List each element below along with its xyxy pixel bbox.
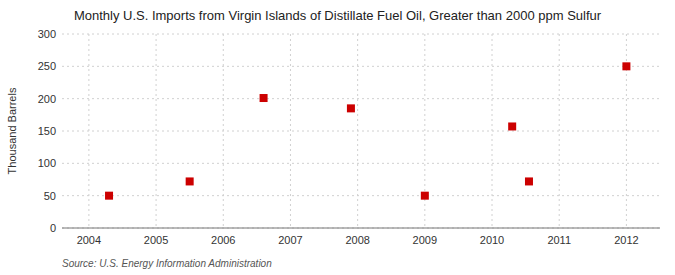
grid xyxy=(62,34,660,228)
y-tick-label: 0 xyxy=(50,222,56,234)
chart: Monthly U.S. Imports from Virgin Islands… xyxy=(0,0,675,275)
x-grid-line xyxy=(290,34,291,228)
y-grid-line xyxy=(62,228,660,229)
x-tick-label: 2012 xyxy=(614,234,638,246)
point xyxy=(186,177,194,185)
x-tick-label: 2004 xyxy=(77,234,101,246)
points xyxy=(105,62,630,199)
y-tick-label: 250 xyxy=(38,60,56,72)
x-grid-line xyxy=(156,34,157,228)
point xyxy=(347,104,355,112)
y-grid-line xyxy=(62,131,660,132)
x-tick-label: 2007 xyxy=(278,234,302,246)
x-tick-label: 2008 xyxy=(345,234,369,246)
x-tick-label: 2009 xyxy=(413,234,437,246)
point xyxy=(622,62,630,70)
x-grid-line xyxy=(88,34,89,228)
source-note: Source: U.S. Energy Information Administ… xyxy=(62,258,272,269)
y-grid-line xyxy=(62,34,660,35)
x-grid-line xyxy=(492,34,493,228)
point xyxy=(260,94,268,102)
y-axis-label: Thousand Barrels xyxy=(6,87,18,174)
x-tick-label: 2005 xyxy=(144,234,168,246)
y-grid-line xyxy=(62,163,660,164)
point xyxy=(421,192,429,200)
point xyxy=(508,122,516,130)
x-tick-label: 2010 xyxy=(480,234,504,246)
x-tick-label: 2011 xyxy=(547,234,571,246)
y-tick-label: 100 xyxy=(38,157,56,169)
y-tick-label: 200 xyxy=(38,93,56,105)
x-axis-line xyxy=(62,228,660,229)
x-grid-line xyxy=(223,34,224,228)
title: Monthly U.S. Imports from Virgin Islands… xyxy=(74,8,602,23)
y-grid-line xyxy=(62,195,660,196)
x-grid-line xyxy=(559,34,560,228)
x-tick-label: 2006 xyxy=(211,234,235,246)
y-tick-label: 300 xyxy=(38,28,56,40)
x-grid-line xyxy=(357,34,358,228)
y-grid-line xyxy=(62,66,660,67)
y-tick-label: 150 xyxy=(38,125,56,137)
point xyxy=(105,192,113,200)
y-grid-line xyxy=(62,98,660,99)
point xyxy=(525,177,533,185)
y-tick-label: 50 xyxy=(44,190,56,202)
